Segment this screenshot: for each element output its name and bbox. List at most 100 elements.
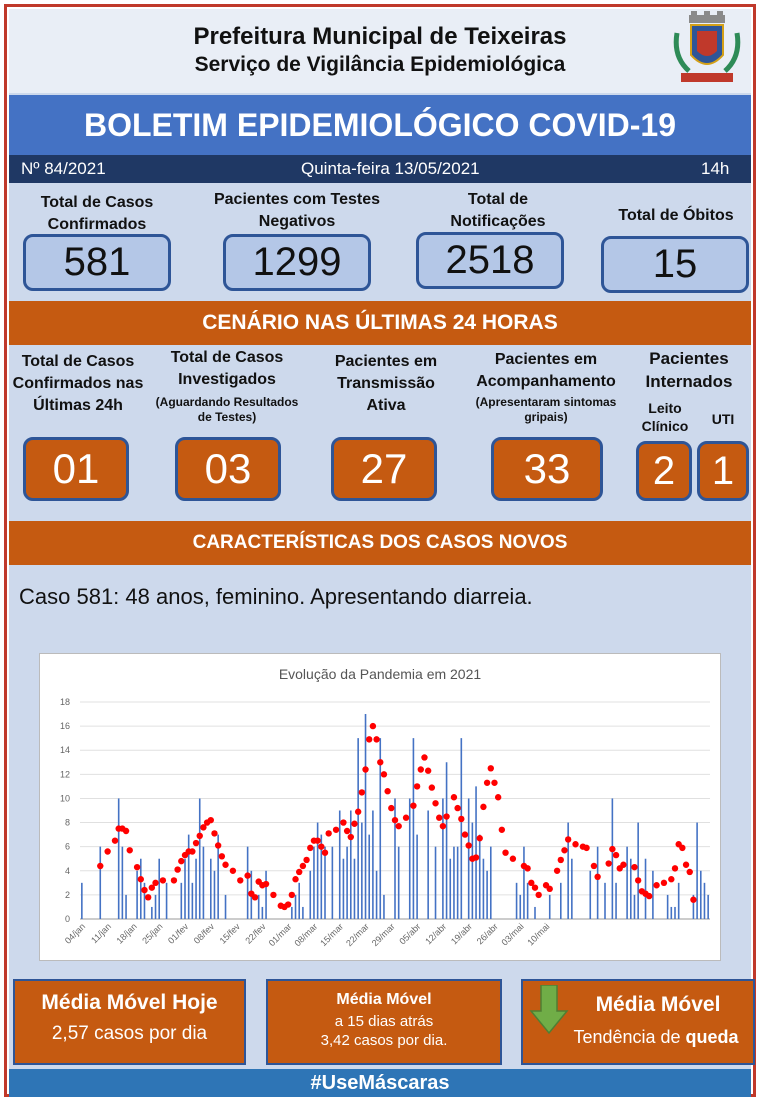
moving-average-dot: [362, 766, 369, 773]
negative-tests-label: Pacientes com Testes Negativos: [213, 191, 380, 230]
x-tick-label: 01/mar: [267, 921, 294, 948]
y-tick-label: 14: [60, 745, 70, 755]
bulletin-background: Prefeitura Municipal de Teixeiras Serviç…: [9, 9, 755, 1097]
x-tick-label: 15/mar: [318, 921, 345, 948]
moving-average-dot: [487, 765, 494, 772]
moving-average-dot: [332, 826, 340, 833]
moving-average-dot: [207, 816, 214, 824]
moving-average-dot: [218, 853, 226, 860]
moving-average-dot: [686, 868, 693, 876]
moving-average-dot: [428, 784, 436, 791]
moving-average-dot: [351, 820, 358, 827]
moving-average-dot: [605, 860, 612, 867]
moving-average-dot: [262, 880, 270, 888]
moving-average-dot: [646, 892, 653, 900]
icu-value: 1: [697, 441, 749, 501]
moving-average-dot: [211, 830, 218, 837]
moving-average-dot: [671, 865, 679, 872]
moving-average-dot: [472, 854, 480, 861]
chart-title: Evolução da Pandemia em 2021: [278, 666, 482, 682]
moving-average-dot: [535, 891, 542, 899]
moving-average-dot: [222, 861, 229, 868]
moving-average-dot: [325, 830, 332, 837]
moving-average-dot: [491, 779, 498, 786]
pandemic-chart: Evolução da Pandemia em 2021 0 2 4 6 8 10 12 14…: [39, 653, 721, 961]
moving-average-dot: [373, 736, 380, 743]
deaths-value: 15: [601, 236, 749, 293]
notifications-label: Total de Notificações: [450, 191, 546, 230]
x-tick-label: 03/mai: [500, 921, 526, 947]
moving-average-dot: [303, 856, 310, 864]
moving-average-dot: [682, 861, 690, 868]
moving-average-trend-box: Média Móvel Tendência de queda: [521, 979, 755, 1065]
moving-average-dot: [321, 849, 329, 856]
investigated-note: (Aguardando Resultados de Testes): [155, 395, 299, 424]
x-tick-label: 22/fev: [243, 921, 268, 946]
x-tick-label: 12/abr: [423, 921, 448, 946]
notifications-value: 2518: [416, 232, 564, 289]
moving-average-dot: [340, 819, 347, 826]
moving-average-dot: [159, 877, 167, 884]
monitoring-value: 33: [491, 437, 603, 501]
moving-average-dot: [380, 771, 388, 778]
moving-average-dot: [454, 804, 461, 812]
moving-average-dot: [292, 876, 299, 883]
icu-label: UTI: [711, 411, 735, 427]
y-tick-label: 16: [60, 721, 70, 731]
moving-average-dot: [152, 879, 159, 887]
x-tick-label: 10/mai: [525, 921, 551, 947]
moving-average-dot: [450, 794, 458, 801]
bulletin-date: Quinta-feira 13/05/2021: [301, 159, 480, 178]
ward-value: 2: [636, 441, 692, 501]
x-tick-label: 25/jan: [140, 921, 164, 945]
moving-average-dot: [189, 848, 196, 855]
moving-average-dot: [251, 894, 259, 901]
moving-average-dot: [421, 754, 428, 761]
moving-average-past-box: Média Móvel a 15 dias atrás 3,42 casos p…: [266, 979, 502, 1065]
moving-average-dot: [653, 882, 660, 889]
moving-average-dot: [461, 831, 469, 838]
bulletin-time: 14h: [701, 159, 730, 178]
moving-average-dot: [413, 783, 421, 790]
moving-average-dot: [546, 885, 553, 893]
moving-average-dot: [196, 832, 203, 840]
y-tick-label: 0: [65, 914, 70, 924]
moving-average-dot: [391, 816, 399, 824]
y-tick-label: 2: [65, 890, 70, 900]
header-subtitle: Serviço de Vigilância Epidemiológica: [194, 53, 566, 76]
moving-average-dot: [439, 822, 447, 830]
moving-average-dot: [97, 862, 104, 870]
moving-average-dot: [122, 827, 130, 835]
moving-average-dot: [347, 833, 354, 841]
moving-average-dot: [270, 891, 277, 899]
moving-average-dot: [502, 849, 509, 856]
monitoring-note: (Apresentaram sintomas gripais): [475, 395, 617, 424]
moving-average-dot: [369, 722, 377, 730]
scenario-title: CENÁRIO NAS ÚLTIMAS 24 HORAS: [9, 301, 751, 345]
moving-average-dot: [594, 873, 601, 881]
x-tick-label: 08/mar: [292, 921, 319, 948]
moving-average-dot: [299, 862, 307, 870]
y-tick-label: 10: [60, 793, 70, 803]
moving-average-dot: [133, 863, 141, 871]
moving-average-dot: [148, 884, 156, 891]
confirmed-24h-label: Total de Casos Confirmados nas Últimas 2…: [12, 353, 144, 414]
moving-average-dot: [609, 845, 616, 853]
moving-average-dot: [583, 844, 590, 852]
moving-average-dot: [244, 872, 251, 879]
moving-average-dot: [237, 877, 244, 884]
moving-average-dot: [494, 794, 502, 801]
moving-average-dot: [417, 766, 424, 773]
y-tick-label: 18: [60, 697, 70, 707]
moving-average-dot: [402, 814, 410, 821]
moving-average-dot: [458, 815, 465, 823]
moving-average-dot: [480, 803, 487, 811]
moving-average-today-value: 2,57 casos por dia: [51, 1023, 208, 1044]
moving-average-dot: [358, 789, 366, 796]
moving-average-dot: [366, 736, 373, 743]
moving-average-dot: [200, 824, 207, 831]
trend-text-strong: queda: [685, 1027, 739, 1047]
moving-average-dot: [170, 877, 178, 884]
moving-average-dot: [531, 884, 539, 891]
ward-label: Leito Clínico: [641, 400, 689, 434]
